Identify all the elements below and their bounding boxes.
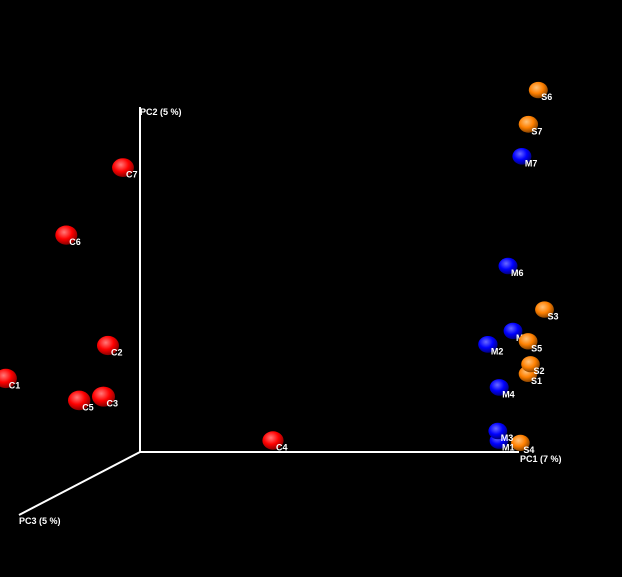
point-s4: S4 [511,434,534,455]
point-label-c6: C6 [69,237,81,247]
point-label-m7: M7 [525,158,538,168]
point-s7: S7 [518,115,542,136]
point-marker-m7 [512,148,532,165]
point-s6: S6 [528,81,552,102]
point-marker-m4 [489,379,509,396]
point-label-c2: C2 [111,348,123,358]
point-s5: S5 [518,333,542,353]
point-label-s5: S5 [531,343,542,353]
point-label-s2: S2 [534,366,545,376]
point-c6: C6 [55,225,81,247]
point-marker-m6 [498,257,518,275]
point-m4: M4 [489,379,515,399]
point-label-s4: S4 [523,445,534,455]
x-axis-label: PC1 (7 %) [520,454,562,464]
point-label-c5: C5 [82,402,94,412]
point-marker-s6 [528,81,548,99]
point-marker-c2 [97,335,119,356]
point-marker-s5 [518,333,538,350]
point-label-m3: M3 [501,433,514,443]
point-marker-c5 [68,390,91,411]
point-marker-m5 [503,322,523,340]
point-m2: M2 [478,336,503,356]
point-marker-c6 [55,225,78,245]
point-marker-s7 [518,115,539,133]
point-s3: S3 [535,301,559,322]
point-s2: S2 [521,356,545,376]
point-marker-c1 [0,368,17,389]
point-label-c7: C7 [126,170,138,180]
points-layer: S1S4S2M1S3M3M5S5M6S6M4M7M2S7C4C7C2C6C1C5… [0,81,559,455]
point-label-m4: M4 [502,389,515,399]
point-label-m1: M1 [502,443,515,453]
point-label-s6: S6 [541,92,552,102]
point-marker-s3 [535,301,554,318]
point-label-s7: S7 [531,126,542,136]
point-m6: M6 [498,257,524,278]
point-marker-s2 [521,356,540,373]
point-label-c3: C3 [107,399,119,409]
point-m7: M7 [512,148,537,168]
point-label-s1: S1 [531,376,542,386]
point-marker-c7 [112,158,134,178]
point-c3: C3 [92,386,119,409]
point-c7: C7 [112,158,138,180]
point-m3: M3 [488,422,514,443]
point-marker-m3 [488,422,508,440]
point-label-s3: S3 [548,312,559,322]
point-c1: C1 [0,368,21,390]
point-label-m2: M2 [491,346,504,356]
point-label-c4: C4 [276,443,288,453]
z-axis-line [18,451,141,516]
point-marker-m2 [478,336,498,353]
point-c5: C5 [68,390,94,412]
y-axis-label: PC2 (5 %) [140,107,182,117]
point-c2: C2 [97,335,123,358]
point-marker-s4 [511,434,530,451]
point-marker-c3 [92,386,115,407]
point-label-m6: M6 [511,268,524,278]
point-c4: C4 [262,431,288,453]
axes: PC1 (7 %) PC2 (5 %) PC3 (5 %) [18,107,562,526]
point-label-c1: C1 [9,380,21,390]
z-axis-label: PC3 (5 %) [19,516,61,526]
point-marker-c4 [262,431,284,450]
